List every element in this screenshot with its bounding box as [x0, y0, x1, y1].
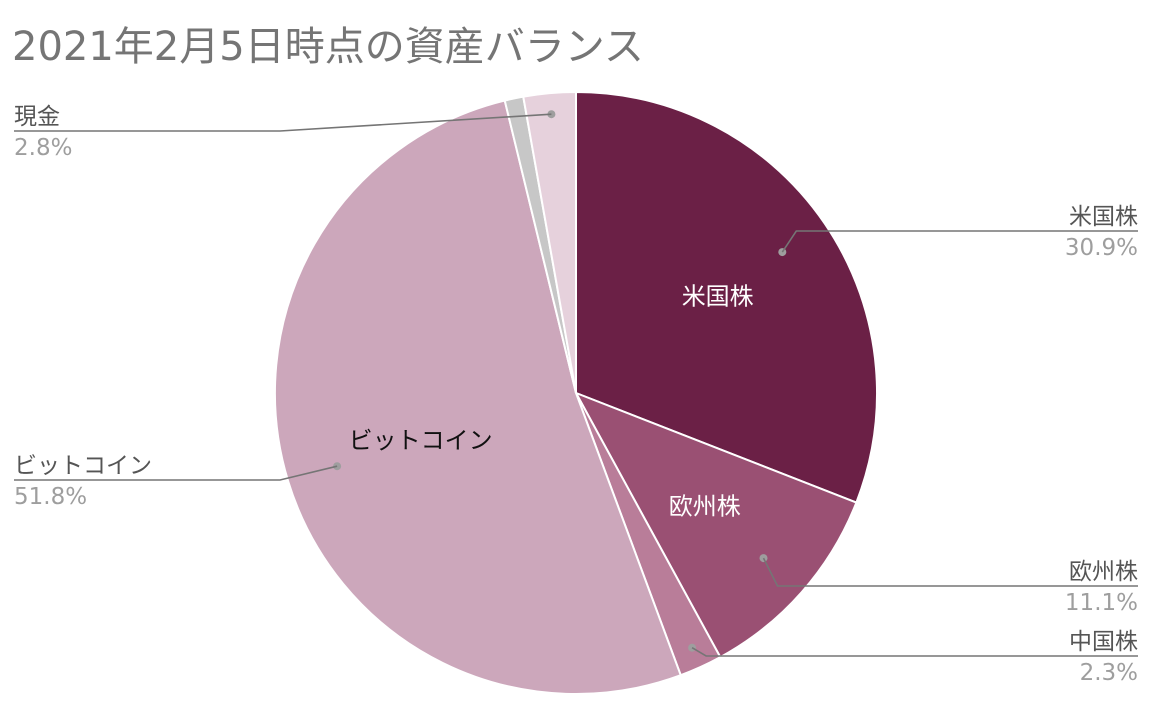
callout-percent-現金: 2.8% [14, 135, 72, 161]
leader-line-現金 [14, 113, 552, 132]
leader-line-米国株 [781, 230, 1138, 253]
callout-percent-米国株: 30.9% [1065, 235, 1138, 261]
callout-name-欧州株: 欧州株 [1069, 559, 1138, 585]
callout-percent-欧州株: 11.1% [1065, 590, 1138, 616]
callout-name-中国株: 中国株 [1069, 629, 1138, 655]
leader-line-ビットコイン [14, 465, 338, 481]
pie-slices [273, 90, 878, 695]
leader-line-欧州株 [762, 557, 1138, 587]
callout-name-現金: 現金 [14, 104, 60, 130]
pie-slice-欧州株 [573, 391, 858, 659]
slice-label-米国株: 米国株 [682, 282, 754, 310]
pie-slice-ビットコイン [273, 99, 683, 695]
chart-title: 2021年2月5日時点の資産バランス [12, 24, 644, 70]
callout-percent-中国株: 2.3% [1080, 660, 1138, 686]
callout-percent-ビットコイン: 51.8% [14, 484, 87, 510]
callouts: 米国株 30.9% 欧州株 11.1% 中国株 2.3% ビットコイン 51.8% 現金 2.8% [14, 104, 1138, 686]
callout-name-ビットコイン: ビットコイン [14, 453, 152, 479]
slice-label-ビットコイン: ビットコイン [349, 427, 493, 455]
slice-label-欧州株: 欧州株 [669, 492, 741, 520]
pie-slice-現金 [522, 90, 577, 394]
leader-line-中国株 [691, 647, 1138, 657]
callout-name-米国株: 米国株 [1069, 204, 1138, 230]
pie-slice-米国株 [575, 90, 878, 504]
